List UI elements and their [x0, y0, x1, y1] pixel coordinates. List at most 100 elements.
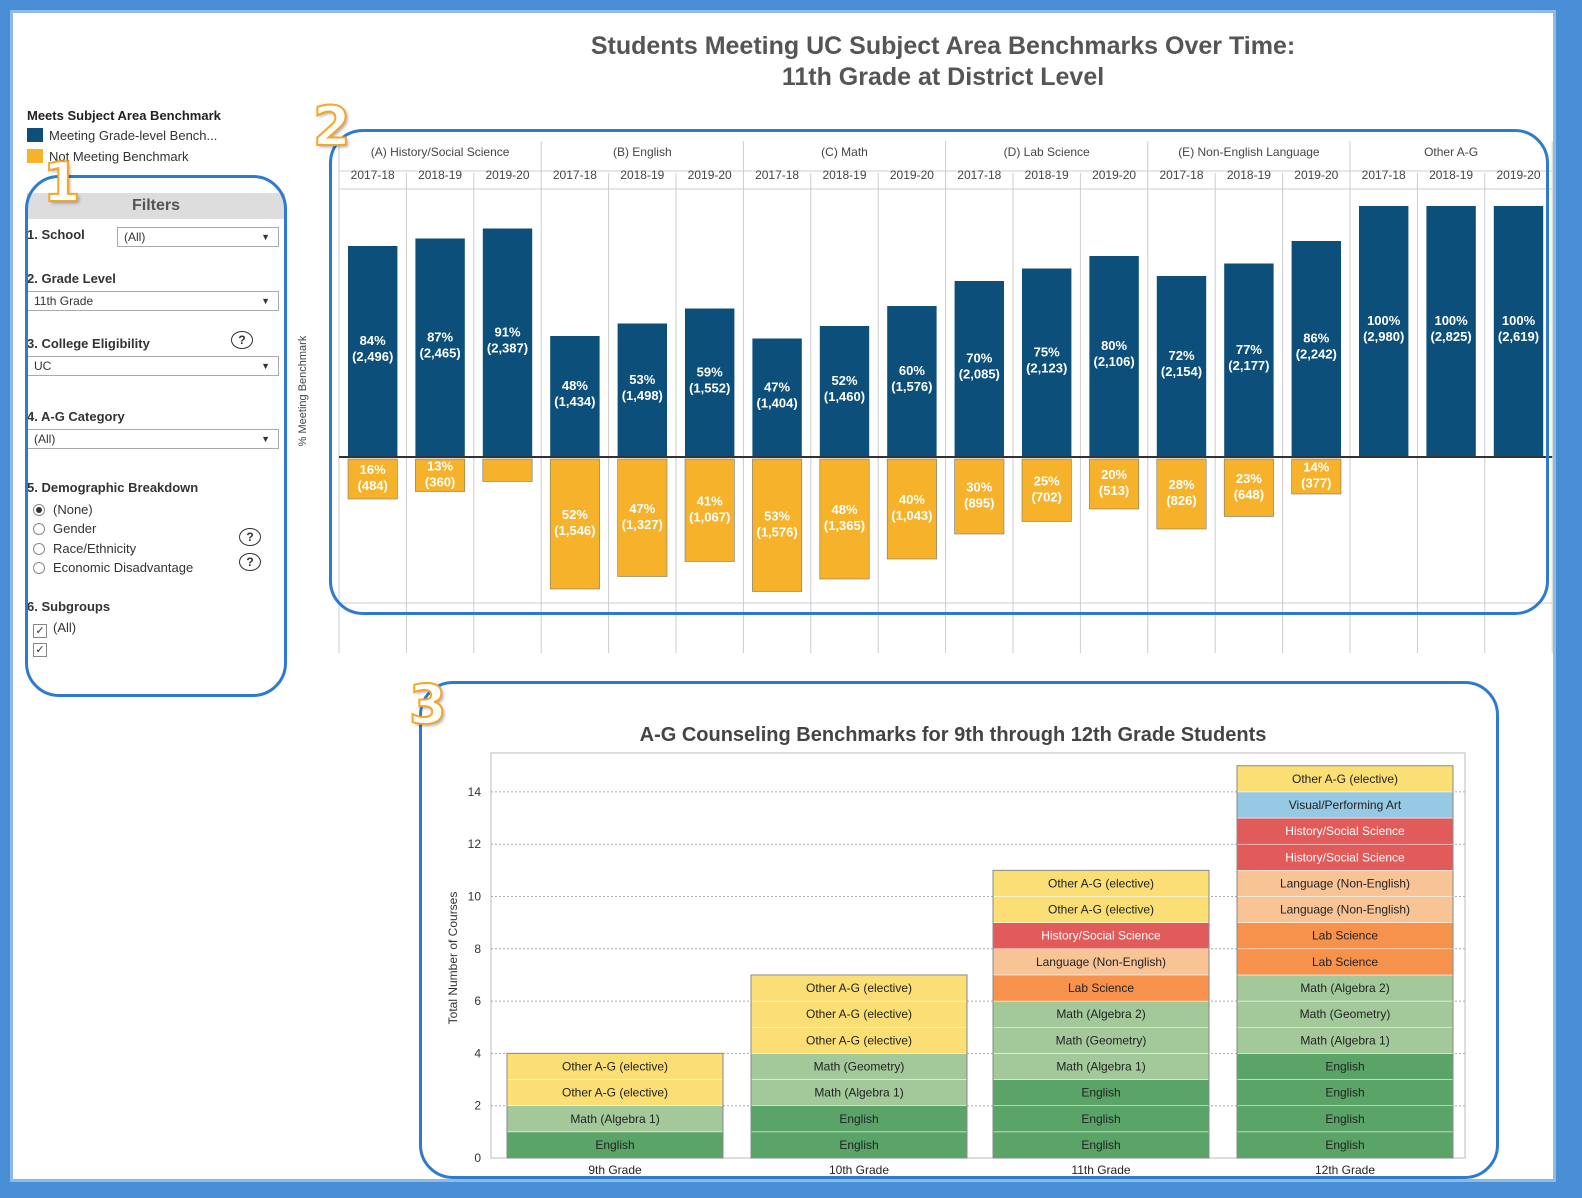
year-tick-label: 2017-18	[957, 168, 1001, 182]
stack-segment	[1236, 1000, 1454, 1028]
annotation-number-2: 2	[312, 94, 352, 159]
radio-button[interactable]	[33, 562, 45, 574]
segment-label: Lab Science	[1312, 929, 1378, 943]
bar-meeting	[954, 281, 1004, 456]
radio-none[interactable]: (None)	[33, 502, 93, 517]
bar-meeting	[685, 308, 735, 456]
bar-label-pct: 30%	[966, 480, 992, 495]
subgroups-label: 6. Subgroups	[27, 599, 111, 614]
legend-item-not-meeting[interactable]: Not Meeting Benchmark	[27, 149, 188, 164]
radio-button[interactable]	[33, 543, 45, 555]
bar-label-count: (1,546)	[554, 523, 595, 538]
help-icon[interactable]: ?	[239, 528, 261, 546]
filters-title: Filters	[27, 193, 285, 219]
segment-label: English	[1081, 1138, 1120, 1152]
bar-meeting	[752, 338, 802, 456]
radio-label: (None)	[53, 502, 93, 517]
bar-label-count: (2,387)	[487, 340, 528, 355]
bar-not-meeting	[617, 458, 668, 577]
segment-label: Lab Science	[1312, 955, 1378, 969]
radio-economic-disadvantage[interactable]: Economic Disadvantage	[33, 560, 193, 575]
bar-label-pct: 80%	[1101, 338, 1127, 353]
stack-segment	[750, 1000, 968, 1028]
bar-label-count: (2,177)	[1228, 358, 1269, 373]
segment-label: Language (Non-English)	[1280, 903, 1410, 917]
segment-label: Math (Algebra 1)	[570, 1112, 659, 1126]
college-eligibility-select-value: UC	[34, 359, 52, 373]
year-tick-label: 2018-19	[620, 168, 664, 182]
bar-label-pct: 59%	[697, 364, 723, 379]
y-tick-label: 2	[474, 1099, 481, 1113]
bar-label-count: (1,365)	[824, 518, 865, 533]
segment-label: Visual/Performing Art	[1289, 798, 1402, 812]
bar-label-count: (2,825)	[1430, 329, 1471, 344]
bar-meeting	[1426, 206, 1476, 456]
segment-label: Other A-G (elective)	[1292, 772, 1398, 786]
bar-meeting	[617, 323, 667, 456]
stack-segment	[1236, 974, 1454, 1002]
stack-outline	[1236, 765, 1454, 1159]
ag-category-select-value: (All)	[34, 432, 56, 446]
stack-segment	[1236, 896, 1454, 923]
stack-segment	[1236, 870, 1454, 897]
year-tick-label: 2019-20	[485, 168, 529, 182]
radio-button[interactable]	[33, 504, 45, 516]
segment-label: Other A-G (elective)	[1048, 876, 1154, 890]
y-tick-label: 6	[474, 994, 481, 1008]
checkbox[interactable]: ✓	[33, 643, 47, 657]
bar-label-count: (2,496)	[352, 349, 393, 364]
segment-label: English	[839, 1138, 878, 1152]
radio-race-ethnicity[interactable]: Race/Ethnicity	[33, 541, 136, 556]
x-tick-label: 10th Grade	[829, 1163, 889, 1177]
segment-label: Other A-G (elective)	[806, 981, 912, 995]
stack-segment	[1236, 922, 1454, 950]
y-tick-label: 4	[474, 1046, 481, 1060]
bar-label-pct: 25%	[1034, 473, 1060, 488]
college-eligibility-select[interactable]: UC ▼	[27, 356, 279, 376]
y-axis-label: Total Number of Courses	[446, 892, 460, 1025]
bar-label-pct: 86%	[1303, 331, 1329, 346]
bar-label-pct: 28%	[1168, 477, 1194, 492]
group-label: (B) English	[613, 145, 672, 159]
bar-not-meeting	[549, 458, 600, 590]
checkbox[interactable]: ✓	[33, 624, 47, 638]
bar-label-pct: 84%	[360, 333, 386, 348]
bar-not-meeting	[415, 458, 466, 492]
chart-title-line2: 11th Grade at District Level	[781, 63, 1105, 91]
bar-label-pct: 87%	[427, 329, 453, 344]
stack-segment	[1236, 1079, 1454, 1106]
annotation-outline-filters	[25, 175, 287, 697]
x-tick-label: 9th Grade	[588, 1163, 642, 1177]
radio-label: Economic Disadvantage	[53, 560, 194, 575]
school-select[interactable]: (All) ▼	[117, 227, 279, 247]
group-label: (D) Lab Science	[1004, 145, 1090, 159]
legend-swatch-not-meeting	[27, 149, 43, 163]
segment-label: English	[1325, 1059, 1364, 1073]
radio-button[interactable]	[33, 523, 45, 535]
bar-label-pct: 47%	[764, 379, 790, 394]
y-tick-label: 10	[468, 890, 482, 904]
y-tick-label: 8	[474, 942, 481, 956]
year-tick-label: 2019-20	[1294, 168, 1338, 182]
bar-not-meeting	[1156, 458, 1207, 530]
bar-label-count: (1,576)	[891, 379, 932, 394]
subgroup-checkbox[interactable]: ✓	[33, 639, 53, 657]
bar-label-count: (513)	[1099, 483, 1129, 498]
segment-label: English	[595, 1138, 634, 1152]
bar-label-pct: 70%	[966, 351, 992, 366]
bar-meeting	[1493, 206, 1544, 456]
segment-label: Other A-G (elective)	[806, 1007, 912, 1021]
help-icon[interactable]: ?	[231, 331, 253, 349]
bar-meeting	[550, 336, 600, 456]
stack-segment	[992, 1053, 1210, 1080]
radio-gender[interactable]: Gender	[33, 521, 96, 536]
bar-not-meeting	[954, 458, 1005, 535]
help-icon[interactable]: ?	[239, 553, 261, 571]
bar-label-pct: 41%	[697, 493, 723, 508]
bar-label-count: (826)	[1166, 493, 1196, 508]
subgroup-all-checkbox[interactable]: ✓ (All)	[33, 620, 76, 638]
chevron-down-icon: ▼	[261, 296, 270, 306]
segment-label: Language (Non-English)	[1036, 955, 1166, 969]
legend-item-meeting[interactable]: Meeting Grade-level Bench...	[27, 128, 217, 143]
year-tick-label: 2018-19	[822, 168, 866, 182]
